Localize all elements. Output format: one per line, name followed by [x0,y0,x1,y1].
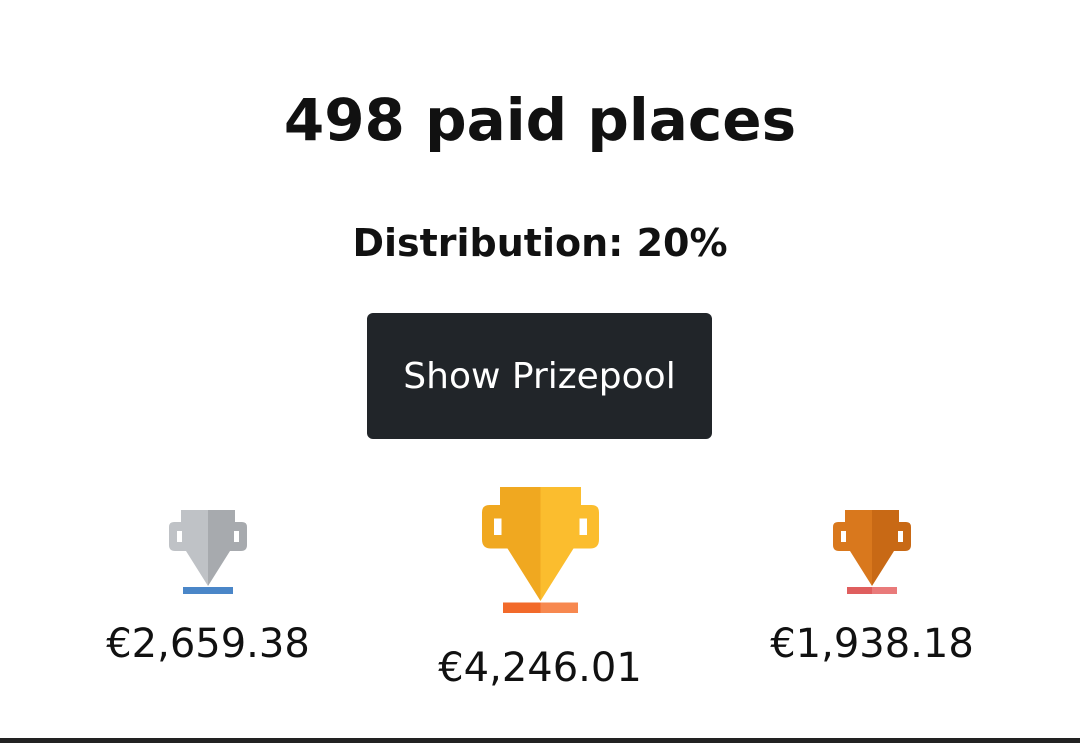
subtitle: Distribution: 20% [352,221,728,265]
divider [0,738,1080,743]
gold-trophy [482,487,599,613]
bronze-trophy [833,510,911,594]
second-prize: €2,659.38 [106,621,310,667]
silver-trophy [169,510,247,594]
title: 498 paid places [283,86,797,154]
third-prize: €1,938.18 [770,621,974,667]
show-prizepool-button[interactable]: Show Prizepool [367,313,712,439]
first-prize: €4,246.01 [438,645,642,691]
